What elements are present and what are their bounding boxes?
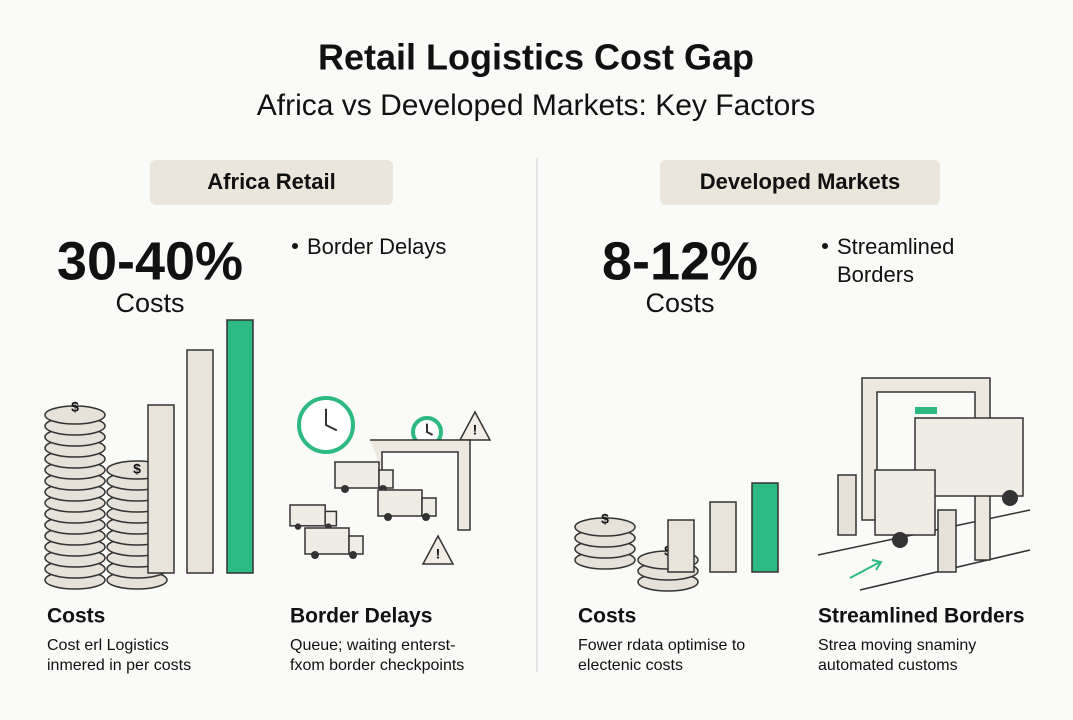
gantry-light [915, 407, 937, 414]
warning-sign [421, 534, 455, 565]
wheel [311, 551, 319, 559]
bar-illustration [226, 319, 254, 574]
bar-illustration [147, 404, 175, 574]
clock-hands [325, 408, 338, 432]
title: Retail Logistics Cost Gap [318, 37, 754, 78]
item-text: fxom border checkpoints [290, 657, 464, 674]
stat-label: Costs [115, 288, 184, 318]
wheel [384, 513, 392, 521]
item-text: Queue; waiting enterst- [290, 637, 455, 654]
gate [370, 439, 471, 531]
arrow [849, 559, 883, 579]
truck-cab [378, 469, 394, 489]
bullet-text: Streamlined [837, 234, 954, 259]
bar-illustration [751, 482, 779, 573]
bullet-text: Borders [837, 262, 914, 287]
wheel [892, 532, 908, 548]
badge: Africa Retail [207, 169, 335, 194]
item-text: Cost erl Logistics [47, 637, 169, 654]
truck-cab [348, 535, 364, 555]
warning-mark: ! [473, 422, 478, 438]
wheel [294, 523, 302, 530]
clock-hands [426, 423, 434, 436]
bullet-text: Border Delays [307, 234, 446, 259]
subtitle: Africa vs Developed Markets: Key Factors [257, 89, 816, 122]
badge: Developed Markets [700, 169, 901, 194]
bullet-dot [822, 243, 828, 249]
bar-illustration [186, 349, 214, 574]
coin-symbol: $ [133, 461, 141, 477]
item-title: Border Delays [290, 605, 432, 628]
item-text: automated customs [818, 657, 958, 674]
bar-illustration [667, 519, 695, 573]
bar-illustration [709, 501, 737, 573]
truck-cab [324, 510, 338, 527]
coin-symbol: $ [601, 511, 609, 527]
wheel [341, 485, 349, 493]
item-title: Costs [47, 605, 105, 628]
coin [44, 405, 106, 425]
barrier [837, 474, 857, 536]
wheel [422, 513, 430, 521]
truck-cargo [334, 461, 380, 489]
truck-cab [421, 497, 437, 517]
truck-cargo [304, 527, 350, 555]
wheel [349, 551, 357, 559]
stat-label: Costs [645, 288, 714, 318]
wheel [1002, 490, 1018, 506]
truck-cargo [377, 489, 423, 517]
item-text: Fower rdata optimise to [578, 637, 745, 654]
warning-mark: ! [436, 546, 441, 562]
badge-background [150, 160, 393, 205]
barrier [937, 509, 957, 573]
stat: 30-40% [57, 231, 243, 291]
warning-sign [458, 410, 492, 441]
item-title: Costs [578, 605, 636, 628]
item-text: inmered in per costs [47, 657, 191, 674]
stat: 8-12% [602, 231, 758, 291]
item-text: Strea moving snaminy [818, 637, 976, 654]
item-text: electenic costs [578, 657, 683, 674]
truck-cargo [289, 504, 326, 527]
coin-symbol: $ [71, 399, 79, 415]
coin [574, 517, 636, 537]
item-title: Streamlined Borders [818, 605, 1025, 628]
badge-background [660, 160, 940, 205]
bullet-dot [292, 243, 298, 249]
truck-cab [874, 469, 936, 536]
